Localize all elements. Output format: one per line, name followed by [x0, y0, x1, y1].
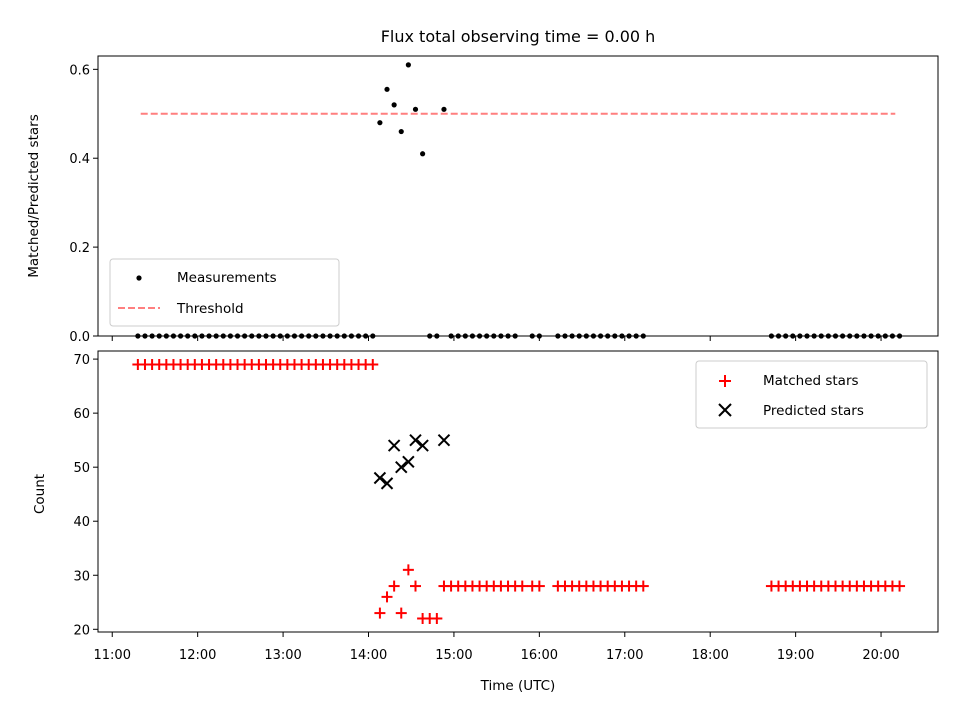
marker-stroke [402, 455, 415, 468]
top-panel: 0.0 0.2 0.4 0.6 Matched/Predicted stars Mea… [26, 55, 939, 345]
predicted-star-point [437, 433, 451, 447]
x-tick-label: 18:00 [691, 648, 728, 663]
marker-stroke [416, 439, 429, 452]
x-tick-label: 11:00 [94, 648, 131, 663]
bottom-y-axis-label: Count [32, 474, 48, 514]
predicted-stars-legend-marker [718, 403, 732, 417]
bottom-legend-label-predicted: Predicted stars [763, 403, 864, 419]
matched-star-point [409, 580, 421, 592]
y-tick-label: 0.4 [69, 152, 90, 167]
top-y-ticks: 0.0 0.2 0.4 0.6 [69, 63, 98, 345]
predicted-star-point [380, 477, 394, 490]
top-legend-label-measurements: Measurements [177, 270, 277, 286]
x-tick-label: 20:00 [862, 648, 899, 663]
bottom-x-ticks: 11:00 12:00 13:00 14:00 15:00 16:00 17:00 18:00… [94, 632, 900, 663]
y-tick-label: 0.0 [69, 330, 90, 345]
top-axes-frame [97, 55, 939, 337]
bottom-y-ticks: 20 30 40 50 60 70 [73, 353, 98, 638]
measurement-point [377, 120, 383, 126]
x-tick-label: 19:00 [777, 648, 814, 663]
top-y-axis-label: Matched/Predicted stars [26, 114, 42, 277]
bottom-legend-box [695, 360, 928, 429]
matched-stars-legend-marker [719, 375, 731, 387]
x-tick-label: 16:00 [521, 648, 558, 663]
matched-star-point [374, 607, 386, 619]
predicted-star-point [402, 455, 415, 468]
y-tick-label: 20 [73, 623, 90, 638]
marker-stroke [380, 477, 394, 490]
matched-star-point [637, 580, 649, 592]
y-tick-label: 30 [73, 569, 90, 584]
x-tick-label: 15:00 [435, 648, 472, 663]
measurement-point [405, 62, 411, 68]
matched-star-point [388, 580, 400, 592]
measurement-point [398, 128, 404, 135]
predicted-star-point [395, 460, 408, 474]
measurements-legend-marker [136, 275, 142, 281]
top-legend: Measurements Threshold [109, 258, 340, 327]
chart-title: Flux total observing time = 0.00 h [381, 27, 656, 46]
top-legend-box [109, 258, 340, 327]
matched-star-point [516, 580, 528, 592]
y-tick-label: 0.6 [69, 63, 90, 78]
y-tick-label: 40 [73, 515, 90, 530]
y-tick-label: 0.2 [69, 241, 90, 256]
predicted-star-point [387, 439, 401, 452]
top-legend-label-threshold: Threshold [176, 301, 244, 317]
matched-star-point [395, 607, 407, 619]
x-tick-label: 14:00 [350, 648, 387, 663]
bottom-plot-area [132, 359, 906, 624]
measurement-point [384, 86, 390, 92]
measurement-point [420, 151, 426, 157]
top-x-ticks [111, 336, 882, 341]
matched-star-point [431, 612, 443, 624]
matched-star-point [381, 591, 393, 603]
marker-stroke [395, 460, 408, 474]
y-tick-label: 60 [73, 407, 90, 422]
bottom-legend-label-matched: Matched stars [763, 373, 859, 389]
marker-stroke [387, 439, 401, 452]
measurement-point [412, 106, 419, 112]
bottom-axes-frame [97, 350, 939, 633]
marker-stroke [409, 433, 422, 447]
y-tick-label: 70 [73, 353, 90, 368]
predicted-star-point [409, 433, 422, 447]
bottom-panel: 20 30 40 50 60 70 11:00 12:00 13:00 14:00 15:00 16… [32, 350, 939, 694]
matched-star-point [894, 580, 906, 592]
marker-stroke [373, 471, 387, 485]
measurement-point [391, 102, 397, 108]
matched-star-point [402, 564, 414, 576]
x-axis-label: Time (UTC) [480, 678, 556, 694]
x-tick-label: 12:00 [179, 648, 216, 663]
predicted-star-point [373, 471, 387, 485]
matched-star-point [533, 580, 545, 592]
marker-stroke [437, 433, 451, 447]
x-tick-label: 17:00 [606, 648, 643, 663]
x-tick-label: 13:00 [264, 648, 301, 663]
measurement-point [441, 106, 447, 112]
bottom-legend: Matched stars Predicted stars [695, 360, 928, 429]
y-tick-label: 50 [73, 461, 90, 476]
predicted-star-point [416, 439, 429, 452]
matched-star-point [367, 359, 379, 371]
